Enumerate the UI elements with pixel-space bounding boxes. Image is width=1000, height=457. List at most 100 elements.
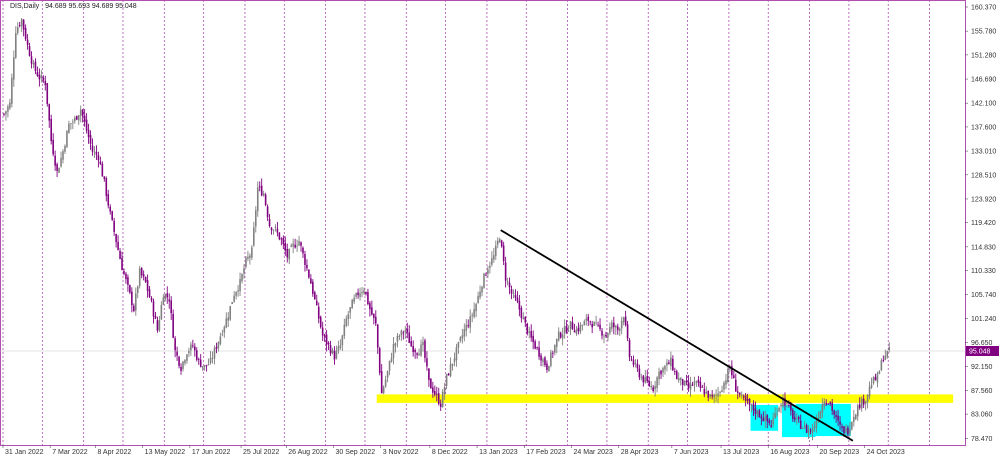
- candle-body: [56, 164, 58, 171]
- candle-body: [439, 403, 442, 407]
- candle-body: [666, 362, 668, 366]
- candle-body: [530, 331, 532, 338]
- candle-body: [557, 331, 560, 341]
- candle-body: [569, 320, 572, 329]
- candle-body: [451, 363, 454, 366]
- candle-body: [630, 358, 633, 360]
- candle-body: [64, 146, 66, 152]
- date-tick-label: 30 Sep 2022: [335, 449, 375, 456]
- candle-body: [251, 247, 253, 258]
- candle-body: [22, 19, 25, 30]
- candle-body: [618, 328, 621, 331]
- price-tick-label: 110.330: [971, 268, 996, 275]
- candle-body: [693, 381, 696, 386]
- candle-body: [14, 33, 17, 58]
- candle-body: [583, 321, 586, 326]
- candle-body: [95, 151, 98, 155]
- candle-body: [508, 282, 511, 288]
- candle-body: [463, 329, 466, 337]
- candle-body: [129, 285, 131, 293]
- candle-body: [349, 307, 352, 313]
- candle-body: [54, 155, 56, 166]
- candle-body: [404, 330, 407, 332]
- candle-body: [298, 240, 300, 246]
- candle-body: [752, 403, 755, 411]
- candle-body: [638, 368, 641, 378]
- candle-body: [740, 394, 743, 396]
- candle-body: [418, 353, 420, 356]
- candle-body: [528, 331, 531, 333]
- date-tick-label: 24 Oct 2023: [867, 449, 905, 456]
- candle-body: [825, 402, 828, 405]
- date-tick-label: 26 Aug 2022: [288, 449, 327, 456]
- candle-body: [685, 380, 688, 383]
- candle-body: [272, 229, 275, 231]
- candle-body: [111, 211, 113, 220]
- date-tick-label: 17 Feb 2023: [526, 449, 565, 456]
- candle-body: [223, 327, 226, 333]
- candle-body: [689, 383, 692, 390]
- candle-body: [205, 364, 208, 366]
- candle-body: [809, 430, 812, 432]
- candle-body: [717, 393, 719, 397]
- candle-body: [548, 365, 550, 372]
- candle-body: [766, 414, 769, 422]
- candle-body: [66, 131, 68, 148]
- candle-body: [314, 292, 316, 300]
- candle-body: [347, 314, 350, 320]
- candle-body: [113, 220, 115, 233]
- candle-body: [471, 315, 473, 317]
- candle-body: [402, 332, 405, 334]
- candle-body: [672, 358, 674, 371]
- candle-body: [526, 323, 529, 334]
- candle-body: [774, 413, 776, 419]
- candle-body: [369, 303, 371, 310]
- candle-body: [9, 102, 11, 109]
- candle-body: [701, 386, 704, 388]
- candle-body: [677, 378, 680, 381]
- candle-body: [420, 344, 422, 356]
- candle-body: [620, 320, 623, 329]
- candle-body: [343, 324, 346, 336]
- candle-body: [888, 347, 891, 350]
- candle-body: [24, 27, 27, 40]
- candle-body: [276, 228, 279, 233]
- candle-body: [640, 377, 643, 379]
- date-tick-label: 7 Mar 2022: [52, 449, 88, 456]
- candle-body: [174, 338, 176, 351]
- candle-body: [148, 289, 151, 298]
- candle-body: [764, 416, 767, 421]
- candle-body: [422, 341, 424, 346]
- candle-body: [176, 351, 178, 356]
- candle-body: [150, 297, 153, 301]
- candle-body: [479, 291, 481, 298]
- candle-body: [854, 414, 857, 420]
- descending-trendline: [500, 229, 854, 442]
- candle-body: [829, 402, 832, 404]
- candle-body: [290, 245, 292, 247]
- candle-body: [874, 376, 877, 381]
- candle-body: [77, 115, 80, 121]
- candle-body: [46, 83, 49, 104]
- candle-body: [581, 325, 584, 326]
- candle-body: [742, 396, 745, 398]
- candle-body: [32, 63, 35, 65]
- candle-body: [858, 404, 861, 408]
- candle-body: [412, 346, 414, 352]
- candle-body: [194, 346, 196, 351]
- candle-body: [170, 300, 172, 314]
- candle-body: [131, 291, 133, 306]
- candle-body: [268, 218, 271, 227]
- date-tick-label: 25 Jul 2022: [243, 449, 279, 456]
- candle-body: [707, 390, 710, 398]
- candle-body: [536, 347, 538, 349]
- candle-body: [286, 248, 289, 258]
- candle-body: [337, 346, 340, 351]
- candle-body: [195, 350, 198, 360]
- candle-body: [390, 357, 393, 362]
- candle-body: [803, 425, 806, 428]
- candle-body: [215, 346, 218, 349]
- candle-body: [593, 321, 595, 326]
- candle-body: [355, 293, 357, 297]
